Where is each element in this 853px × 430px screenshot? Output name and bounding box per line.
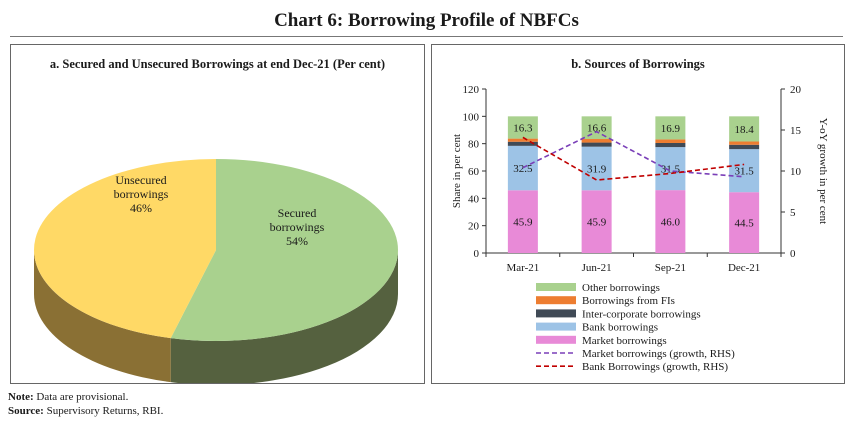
growth-line-0 [522,130,745,178]
bar-segment [507,138,538,142]
secured-label-line1: Secured [278,206,317,220]
y-tick-label: 20 [468,221,480,233]
unsecured-value-label: 46% [130,201,152,215]
bar-segment [581,146,612,191]
bar-data-label: 45.9 [587,217,607,229]
x-tick-label: Sep-21 [655,262,686,274]
bar-segment [729,144,760,150]
legend-swatch [536,283,576,291]
secured-label-line2: borrowings [270,220,325,234]
legend-label: Market borrowings [582,335,667,347]
bar-data-label: 16.6 [587,123,607,135]
panel-a: a. Secured and Unsecured Borrowings at e… [10,44,425,385]
y-tick-label: 60 [468,166,480,178]
bar-segment [729,149,760,193]
unsecured-label-line1: Unsecured [115,173,166,187]
note-text: Data are provisional. [36,391,129,403]
x-tick-label: Jun-21 [582,262,612,274]
bar-data-label: 46.0 [661,217,681,229]
panel-b: b. Sources of Borrowings 0 20 40 60 80 100 120… [431,44,845,384]
x-tick-label: Dec-21 [728,262,760,274]
bar-segment [507,116,538,139]
bar-chart: 0 20 40 60 80 100 120 0 5 10 15 20 Mar-21 Jun-21 Sep-2… [451,84,829,373]
note-line: Note: Data are provisional. [8,390,163,404]
secured-label: Secured borrowings [270,206,325,234]
y-tick-label: 0 [474,248,480,260]
source-label: Source: [8,405,44,417]
bar-segment [729,192,760,253]
bar-data-label: 31.9 [587,163,607,175]
bar-segment [507,141,538,146]
secured-slice [170,159,398,342]
chart-title: Chart 6: Borrowing Profile of NBFCs [274,10,579,31]
legend-label: Borrowings from FIs [582,295,675,307]
bar-segment [655,147,686,191]
y-axis-label: Share in per cent [451,134,463,208]
bar-segment [655,116,686,140]
y-tick-label: 120 [463,84,480,96]
secured-slice-side [170,250,398,385]
y2-axis-label: Y-oY growth in per cent [817,118,829,225]
bar-segment [507,145,538,191]
bar-data-label: 32.5 [513,163,533,175]
bar-segment [581,116,612,140]
y2-tick-label: 20 [790,84,802,96]
bar-data-label: 45.9 [513,217,533,229]
bar-segment [581,190,612,253]
bar-data-label: 16.3 [513,122,533,134]
secured-value-label: 54% [286,234,308,248]
source-line: Source: Supervisory Returns, RBI. [8,404,163,418]
bar-segment [729,116,760,142]
panel-b-title: b. Sources of Borrowings [571,57,705,71]
bar-data-label: 16.9 [661,123,681,135]
panel-a-title: a. Secured and Unsecured Borrowings at e… [49,57,386,71]
bar-segment [507,190,538,253]
bar-data-label: 31.5 [735,166,755,178]
unsecured-label: Unsecured borrowings [114,173,169,201]
y-tick-label: 80 [468,139,480,151]
y2-tick-label: 5 [790,207,796,219]
legend-swatch [536,309,576,318]
bar-segment [581,142,612,147]
y-tick-label: 100 [463,111,480,123]
bar-segment [729,141,760,145]
source-text: Supervisory Returns, RBI. [46,405,164,417]
bar-data-label: 18.4 [735,124,755,136]
bar-data-label: 44.5 [735,218,755,230]
unsecured-slice [33,159,216,339]
note-label: Note: [8,391,34,403]
y-tick-label: 40 [468,193,480,205]
unsecured-slice-side [34,250,171,383]
legend-swatch [536,322,576,331]
legend-swatch [536,296,576,305]
growth-line-1 [522,136,745,181]
y2-tick-label: 15 [790,125,802,137]
unsecured-label-line2: borrowings [114,187,169,201]
legend-label: Bank borrowings [582,322,658,334]
y2-tick-label: 10 [790,166,802,178]
chart-notes: Note: Data are provisional. Source: Supe… [8,390,163,418]
bar-segment [581,139,612,143]
legend-label: Other borrowings [582,282,660,294]
legend-label: Market borrowings (growth, RHS) [582,348,735,360]
legend-label: Bank Borrowings (growth, RHS) [582,361,728,373]
legend-swatch [536,335,576,344]
legend-label: Inter-corporate borrowings [582,308,701,320]
x-tick-label: Mar-21 [506,262,539,274]
bar-segment [655,139,686,143]
bar-segment [655,142,686,148]
bar-segment [655,190,686,253]
title-rule [10,36,843,37]
y2-tick-label: 0 [790,248,796,260]
